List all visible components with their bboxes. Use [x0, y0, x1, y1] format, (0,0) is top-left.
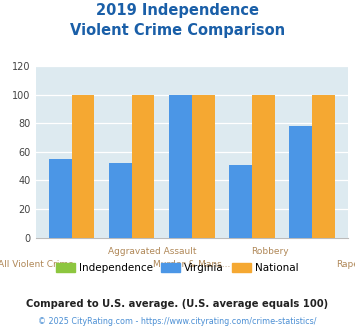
Text: 2019 Independence: 2019 Independence — [96, 3, 259, 18]
Bar — [72, 95, 94, 238]
Bar — [229, 165, 252, 238]
Bar — [312, 95, 335, 238]
Text: All Violent Crime: All Violent Crime — [0, 260, 73, 269]
Bar — [192, 95, 214, 238]
Bar — [252, 95, 275, 238]
Text: Violent Crime Comparison: Violent Crime Comparison — [70, 23, 285, 38]
Text: Murder & Mans...: Murder & Mans... — [153, 260, 230, 269]
Text: © 2025 CityRating.com - https://www.cityrating.com/crime-statistics/: © 2025 CityRating.com - https://www.city… — [38, 317, 317, 326]
Bar — [132, 95, 154, 238]
Text: Robbery: Robbery — [251, 247, 289, 256]
Bar — [109, 163, 132, 238]
Bar — [289, 126, 312, 238]
Bar — [49, 159, 72, 238]
Bar — [169, 95, 192, 238]
Text: Compared to U.S. average. (U.S. average equals 100): Compared to U.S. average. (U.S. average … — [26, 299, 329, 309]
Legend: Independence, Virginia, National: Independence, Virginia, National — [52, 258, 303, 277]
Text: Aggravated Assault: Aggravated Assault — [108, 247, 197, 256]
Text: Rape: Rape — [337, 260, 355, 269]
